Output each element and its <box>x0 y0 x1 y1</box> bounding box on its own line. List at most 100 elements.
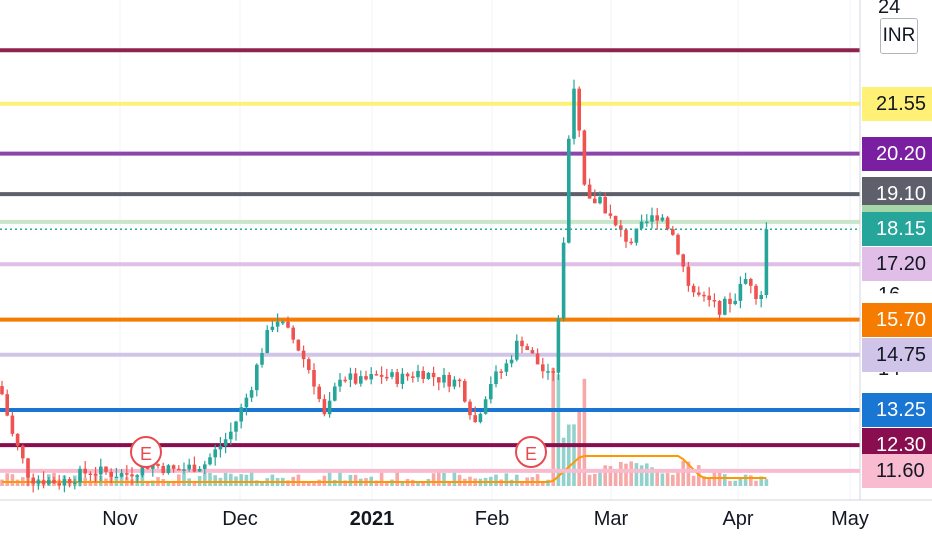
candle-body <box>759 295 763 300</box>
candle-body <box>208 457 212 465</box>
candle-body <box>556 318 561 373</box>
time-label-nov: Nov <box>102 508 138 530</box>
candle-body <box>218 445 223 450</box>
volume-bar <box>301 480 306 486</box>
volume-bar <box>572 424 576 486</box>
candle-body <box>187 464 191 470</box>
currency-button[interactable]: INR <box>880 18 918 54</box>
candle-body <box>192 464 197 472</box>
candle-body <box>681 254 685 267</box>
candle-body <box>707 295 711 301</box>
volume-bar <box>712 472 717 486</box>
candle-body <box>234 421 238 432</box>
volume-bar <box>327 472 332 486</box>
candle-body <box>57 483 61 486</box>
candle-body <box>676 234 680 255</box>
volume-bar <box>395 472 399 486</box>
volume-bar <box>270 474 275 486</box>
candle-body <box>489 384 493 400</box>
candle-body <box>728 298 732 305</box>
volume-bar <box>702 476 706 486</box>
candle-body <box>338 379 342 387</box>
volume-bar <box>457 474 462 486</box>
candle-body <box>671 229 675 235</box>
candle-body <box>634 228 639 243</box>
candle-body <box>93 474 98 476</box>
volume-bar <box>504 473 509 486</box>
candle-body <box>369 374 373 380</box>
volume-bar <box>520 481 524 486</box>
volume-bar <box>639 465 644 486</box>
candle-body <box>327 400 332 415</box>
volume-bar <box>192 481 197 486</box>
candle-body <box>286 321 290 328</box>
candle-body <box>62 479 67 486</box>
level-tag: 20.20 <box>862 136 932 171</box>
candle-body <box>166 465 171 474</box>
level-tag: 11.60 <box>862 453 932 488</box>
candle-body <box>249 390 254 398</box>
candle-body <box>291 327 295 340</box>
volume-bar <box>515 474 519 486</box>
volume-bar <box>587 474 592 486</box>
volume-bar <box>203 472 207 486</box>
earnings-badge[interactable]: E <box>130 436 162 468</box>
candle-body <box>15 433 20 446</box>
candle-body <box>239 407 243 422</box>
volume-bar <box>593 473 597 486</box>
candle-body <box>156 463 160 466</box>
candle-body <box>660 217 665 221</box>
volume-bar <box>759 476 763 486</box>
volume-bar <box>400 481 405 486</box>
volume-bar <box>447 481 451 486</box>
candle-body <box>691 285 696 293</box>
volume-bar <box>764 479 769 486</box>
candle-body <box>260 353 264 365</box>
horizontal-levels[interactable] <box>0 48 860 473</box>
candle-body <box>743 278 748 284</box>
volume-bar <box>655 469 659 486</box>
volume-bar <box>707 478 711 486</box>
volume-bar <box>749 475 753 486</box>
candle-body <box>738 283 743 301</box>
candle-body <box>535 353 540 365</box>
volume-bar <box>567 424 571 486</box>
candle-body <box>520 340 524 347</box>
volume-bar <box>608 466 613 486</box>
candle-body <box>78 468 82 483</box>
volume-bar <box>681 460 685 486</box>
candle-body <box>541 364 545 372</box>
candle-body <box>764 229 769 296</box>
candle-body <box>140 464 145 476</box>
volume-bar <box>223 472 228 486</box>
candle-body <box>587 184 592 199</box>
candlesticks <box>0 79 769 493</box>
volume-bar <box>686 461 691 486</box>
earnings-badge[interactable]: E <box>515 436 547 468</box>
volume-bar <box>541 481 545 486</box>
volume-bar <box>119 472 124 486</box>
volume-bar <box>151 480 155 486</box>
volume-bar <box>171 480 176 486</box>
candle-body <box>203 464 207 469</box>
candle-body <box>593 198 597 204</box>
candle-body <box>244 397 249 408</box>
volume-bar <box>338 472 342 486</box>
candle-body <box>608 213 613 216</box>
candle-body <box>353 373 358 384</box>
candle-body <box>561 242 566 319</box>
level-tag: 15.70 <box>862 302 932 337</box>
candle-body <box>21 445 25 459</box>
candle-body <box>47 480 51 485</box>
candle-body <box>182 469 186 471</box>
candle-body <box>270 326 275 330</box>
candle-body <box>223 439 228 446</box>
volume-bar <box>754 480 758 486</box>
volume-bar <box>374 480 379 486</box>
time-label-apr: Apr <box>722 508 754 530</box>
candle-body <box>83 468 87 474</box>
volume-bar <box>379 472 384 486</box>
candle-body <box>733 300 737 305</box>
candle-body <box>598 197 602 204</box>
